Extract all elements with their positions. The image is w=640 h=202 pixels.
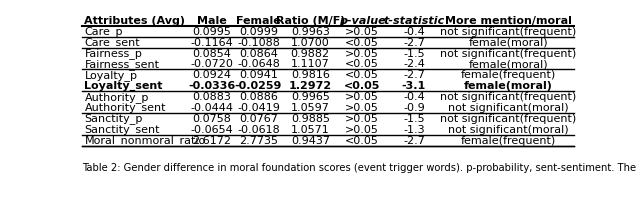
Text: -0.0336: -0.0336: [188, 81, 236, 91]
Text: -0.1088: -0.1088: [237, 38, 280, 48]
Text: 1.0700: 1.0700: [291, 38, 330, 48]
Text: female(frequent): female(frequent): [460, 136, 556, 146]
Text: Sanctity_sent: Sanctity_sent: [84, 124, 160, 135]
Text: Moral_nonmoral_ratio: Moral_nonmoral_ratio: [84, 135, 205, 146]
Text: 0.9437: 0.9437: [291, 136, 330, 146]
Text: 0.0758: 0.0758: [193, 114, 232, 124]
Text: >0.05: >0.05: [345, 27, 379, 37]
Text: 0.9965: 0.9965: [291, 92, 330, 102]
Text: Authority_sent: Authority_sent: [84, 103, 166, 114]
Text: p-value: p-value: [339, 16, 385, 26]
Text: 1.0597: 1.0597: [291, 103, 330, 113]
Text: Care_p: Care_p: [84, 26, 123, 37]
Text: female(frequent): female(frequent): [460, 70, 556, 80]
Text: not significant(moral): not significant(moral): [448, 103, 568, 113]
Text: -0.0618: -0.0618: [237, 125, 280, 135]
Text: >0.05: >0.05: [345, 103, 379, 113]
Text: -3.1: -3.1: [402, 81, 426, 91]
Text: 2.6172: 2.6172: [193, 136, 232, 146]
Text: -1.3: -1.3: [403, 125, 425, 135]
Text: >0.05: >0.05: [345, 48, 379, 59]
Text: -0.9: -0.9: [403, 103, 425, 113]
Text: Male: Male: [197, 16, 227, 26]
Text: female(moral): female(moral): [463, 81, 552, 91]
Text: <0.05: <0.05: [345, 38, 379, 48]
Text: 0.0854: 0.0854: [193, 48, 232, 59]
Text: Table 2: Gender difference in moral foundation scores (event trigger words). p-p: Table 2: Gender difference in moral foun…: [83, 163, 640, 173]
Text: t-statistic: t-statistic: [383, 16, 445, 26]
Text: -2.7: -2.7: [403, 38, 425, 48]
Text: 0.0883: 0.0883: [193, 92, 232, 102]
Text: 0.9882: 0.9882: [291, 48, 330, 59]
Text: Authority_p: Authority_p: [84, 92, 149, 103]
Text: -0.4: -0.4: [403, 27, 425, 37]
Text: 0.0886: 0.0886: [239, 92, 278, 102]
Text: 0.9885: 0.9885: [291, 114, 330, 124]
Text: <0.05: <0.05: [345, 70, 379, 80]
Text: 2.7735: 2.7735: [239, 136, 278, 146]
Text: Loyalty_p: Loyalty_p: [84, 70, 138, 81]
Text: 0.0864: 0.0864: [239, 48, 278, 59]
Text: -0.0648: -0.0648: [237, 59, 280, 69]
Text: -0.0720: -0.0720: [191, 59, 234, 69]
Text: >0.05: >0.05: [345, 114, 379, 124]
Text: Fairness_p: Fairness_p: [84, 48, 142, 59]
Text: Loyalty_sent: Loyalty_sent: [84, 81, 163, 91]
Text: -0.1164: -0.1164: [191, 38, 234, 48]
Text: <0.05: <0.05: [345, 136, 379, 146]
Text: >0.05: >0.05: [345, 92, 379, 102]
Text: 0.0941: 0.0941: [239, 70, 278, 80]
Text: <0.05: <0.05: [344, 81, 380, 91]
Text: 0.0924: 0.0924: [193, 70, 232, 80]
Text: Sanctity_p: Sanctity_p: [84, 114, 143, 124]
Text: 1.1107: 1.1107: [291, 59, 330, 69]
Text: More mention/moral: More mention/moral: [445, 16, 572, 26]
Text: <0.05: <0.05: [345, 59, 379, 69]
Text: Female: Female: [236, 16, 281, 26]
Text: >0.05: >0.05: [345, 125, 379, 135]
Text: 0.0999: 0.0999: [239, 27, 278, 37]
Text: not significant(moral): not significant(moral): [448, 125, 568, 135]
Text: -1.5: -1.5: [403, 114, 425, 124]
Text: -0.0444: -0.0444: [191, 103, 234, 113]
Text: -0.0419: -0.0419: [237, 103, 280, 113]
Text: Fairness_sent: Fairness_sent: [84, 59, 159, 70]
Text: Ratio (M/F): Ratio (M/F): [276, 16, 345, 26]
Text: female(moral): female(moral): [468, 38, 548, 48]
Text: -0.0654: -0.0654: [191, 125, 234, 135]
Text: 0.0767: 0.0767: [239, 114, 278, 124]
Text: -2.4: -2.4: [403, 59, 425, 69]
Text: -2.7: -2.7: [403, 136, 425, 146]
Text: Care_sent: Care_sent: [84, 37, 140, 48]
Text: 0.9816: 0.9816: [291, 70, 330, 80]
Text: 1.2972: 1.2972: [289, 81, 332, 91]
Text: Attributes (Avg): Attributes (Avg): [84, 16, 186, 26]
Text: not significant(frequent): not significant(frequent): [440, 27, 576, 37]
Text: -2.7: -2.7: [403, 70, 425, 80]
Text: female(moral): female(moral): [468, 59, 548, 69]
Text: 1.0571: 1.0571: [291, 125, 330, 135]
Text: 0.0995: 0.0995: [193, 27, 232, 37]
Text: -0.0259: -0.0259: [235, 81, 282, 91]
Text: -1.5: -1.5: [403, 48, 425, 59]
Text: 0.9963: 0.9963: [291, 27, 330, 37]
Text: not significant(frequent): not significant(frequent): [440, 92, 576, 102]
Text: -0.4: -0.4: [403, 92, 425, 102]
Text: not significant(frequent): not significant(frequent): [440, 114, 576, 124]
Text: not significant(frequent): not significant(frequent): [440, 48, 576, 59]
